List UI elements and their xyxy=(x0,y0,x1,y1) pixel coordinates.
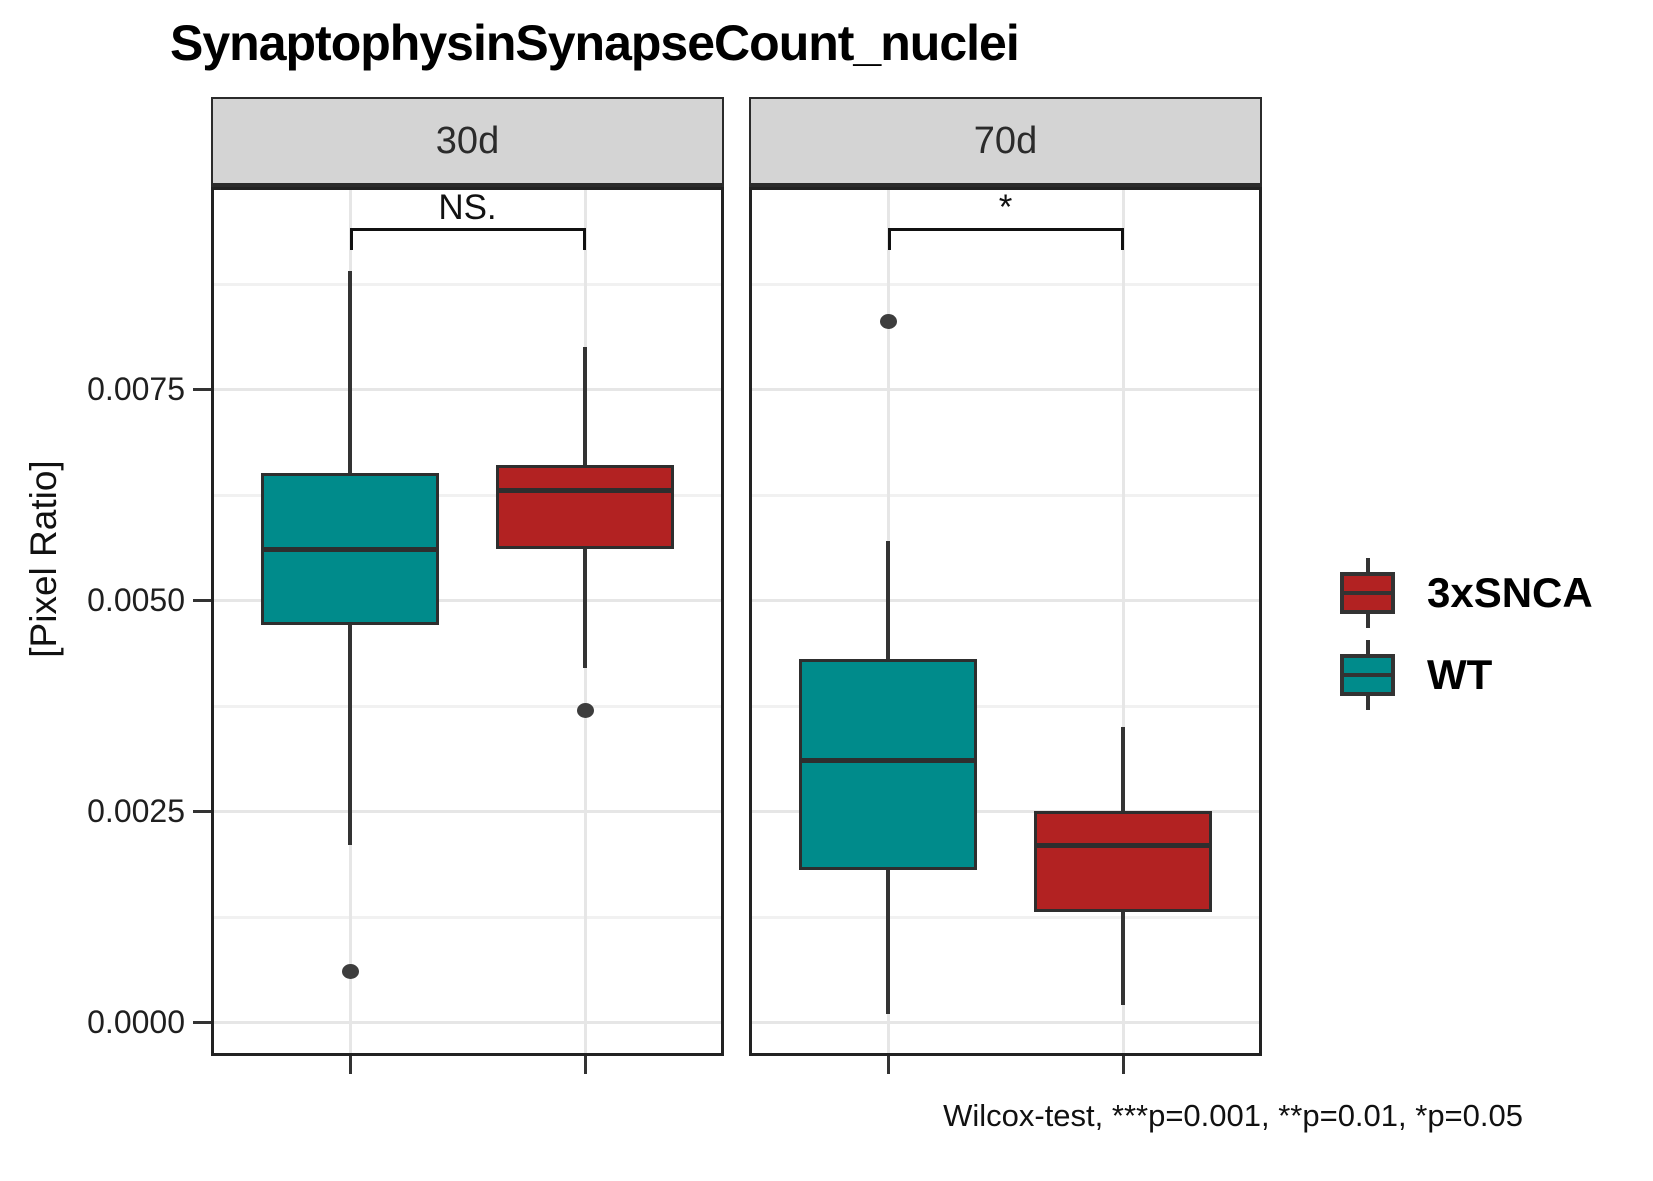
x-tick-mark xyxy=(583,1056,587,1074)
facet-strip-label: 70d xyxy=(973,119,1038,162)
facet-strip-30d: 30d xyxy=(211,97,724,187)
gridline-major xyxy=(214,1021,721,1024)
gridline-major xyxy=(214,388,721,391)
box-median-wt-30d xyxy=(261,547,440,553)
y-tick-label: 0.0075 xyxy=(87,371,185,407)
significance-bracket xyxy=(350,228,585,231)
gridline-major xyxy=(214,810,721,813)
legend-label-3xsnca: 3xSNCA xyxy=(1427,569,1593,616)
box-upper-whisker-wt-30d xyxy=(348,270,353,474)
box-upper-whisker-wt-70d xyxy=(886,540,891,660)
legend-key-median-3xsnca xyxy=(1340,591,1395,595)
plot-title: SynaptophysinSynapseCount_nuclei xyxy=(170,15,1020,71)
x-tick-mark xyxy=(887,1056,891,1074)
outlier-dot-wt-30d xyxy=(342,964,360,980)
y-tick-mark xyxy=(193,810,211,813)
gridline-minor xyxy=(752,704,1259,708)
box-lower-whisker-wt-30d xyxy=(348,625,353,845)
box-lower-whisker-3xsnca-30d xyxy=(582,549,587,668)
gridline-minor xyxy=(752,915,1259,919)
gridline-minor xyxy=(214,704,721,708)
legend-label-wt: WT xyxy=(1427,651,1493,698)
gridline-minor xyxy=(752,493,1259,497)
box-median-wt-70d xyxy=(799,758,978,764)
box-upper-whisker-3xsnca-70d xyxy=(1120,726,1125,811)
outlier-dot-wt-70d xyxy=(880,314,898,330)
significance-bracket xyxy=(888,228,1123,231)
gridline-major xyxy=(752,599,1259,602)
y-tick-label: 0.0025 xyxy=(87,793,185,829)
box-median-3xsnca-30d xyxy=(495,488,674,494)
significance-bracket-leg xyxy=(582,228,586,250)
box-rect-3xsnca-30d xyxy=(495,464,674,550)
significance-bracket-leg xyxy=(888,228,892,250)
y-tick-mark xyxy=(193,1021,211,1024)
significance-label: NS. xyxy=(438,188,497,227)
gridline-major xyxy=(752,810,1259,813)
y-tick-mark xyxy=(193,599,211,602)
significance-label: * xyxy=(998,188,1013,227)
legend-key-whisker-top-3xsnca xyxy=(1365,558,1370,572)
gridline-minor xyxy=(214,493,721,497)
x-tick-mark xyxy=(349,1056,353,1074)
legend-key-whisker-bottom-wt xyxy=(1365,696,1370,710)
gridline-major xyxy=(214,599,721,602)
gridline-minor xyxy=(214,282,721,286)
gridline-vertical xyxy=(1121,190,1125,1053)
gridline-minor xyxy=(752,282,1259,286)
gridline-major xyxy=(752,1021,1259,1024)
panel-30d xyxy=(211,187,724,1056)
box-rect-3xsnca-70d xyxy=(1033,811,1212,913)
panel-70d xyxy=(749,187,1262,1056)
box-rect-wt-70d xyxy=(799,659,978,871)
significance-bracket-leg xyxy=(350,228,354,250)
box-lower-whisker-wt-70d xyxy=(886,870,891,1014)
y-tick-label: 0.0050 xyxy=(87,582,185,618)
box-median-3xsnca-70d xyxy=(1033,842,1212,848)
x-tick-mark xyxy=(1121,1056,1125,1074)
outlier-dot-3xsnca-30d xyxy=(576,702,594,718)
box-upper-whisker-3xsnca-30d xyxy=(582,346,587,465)
legend-key-whisker-bottom-3xsnca xyxy=(1365,614,1370,628)
y-tick-label: 0.0000 xyxy=(87,1004,185,1040)
facet-strip-label: 30d xyxy=(435,119,500,162)
significance-bracket-leg xyxy=(1120,228,1124,250)
gridline-minor xyxy=(214,915,721,919)
facet-strip-70d: 70d xyxy=(749,97,1262,187)
gridline-major xyxy=(752,388,1259,391)
legend-key-whisker-top-wt xyxy=(1365,640,1370,654)
y-tick-mark xyxy=(193,388,211,391)
box-lower-whisker-3xsnca-70d xyxy=(1120,912,1125,1006)
legend-key-median-wt xyxy=(1340,673,1395,677)
stats-caption: Wilcox-test, ***p=0.001, **p=0.01, *p=0.… xyxy=(943,1098,1523,1133)
